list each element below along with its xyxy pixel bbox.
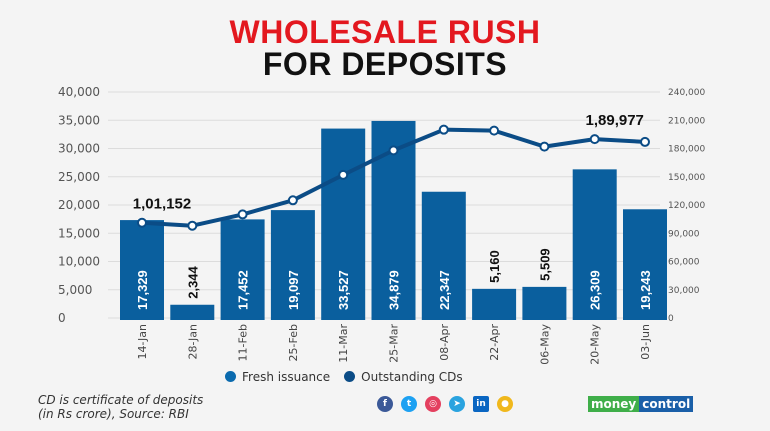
bar-value-label: 5,160 [487,250,502,283]
left-tick-label: 10,000 [58,255,100,269]
right-tick-label: 150,000 [668,173,705,183]
x-tick-label: 03-Jun [639,324,652,360]
legend: Fresh issuance Outstanding CDs [225,370,463,384]
x-tick-label: 25-Feb [287,324,300,361]
line-point [187,220,198,231]
koo-icon[interactable]: ● [497,396,513,412]
bar [572,169,617,320]
bar [270,210,315,320]
line-point [489,125,500,136]
line-point [137,217,147,228]
bar-value-label: 19,097 [286,270,301,310]
bar [120,220,164,320]
x-tick-label: 06-May [538,324,551,365]
legend-label: Fresh issuance [242,370,331,384]
left-tick-label: 5,000 [58,283,92,297]
x-tick-label: 08-Apr [438,324,451,361]
bar [321,128,366,320]
left-tick-label: 30,000 [58,142,100,156]
left-tick-label: 35,000 [58,113,100,127]
title-line-1: WHOLESALE RUSH [229,14,541,50]
brand-part-1: money [588,396,640,412]
legend-fresh-issuance: Fresh issuance [225,370,330,384]
left-tick-label: 40,000 [58,85,100,99]
legend-dot-icon [344,371,356,382]
right-tick-label: 30,000 [668,286,700,296]
left-tick-label: 20,000 [58,198,100,212]
bar [220,219,265,320]
facebook-icon[interactable]: f [377,396,393,412]
bar-value-label: 19,243 [638,270,653,310]
right-tick-label: 60,000 [668,258,700,268]
instagram-icon[interactable]: ◎ [425,396,441,412]
note-line-2: (in Rs crore), Source: RBI [38,407,189,421]
line-point [438,124,449,135]
bar-value-label: 5,509 [537,248,552,281]
source-note: CD is certificate of deposits (in Rs cro… [38,393,203,421]
line-point [338,169,349,180]
title-line-2: FOR DEPOSITS [262,46,508,82]
bar [421,191,466,320]
line-point [388,145,399,156]
right-tick-label: 0 [668,314,674,324]
x-tick-label: 11-Mar [337,324,350,363]
social-icons: f t ◎ ➤ in ● [377,396,513,412]
bar-value-label: 26,309 [588,270,603,310]
bar-value-label: 17,452 [236,270,251,310]
right-tick-label: 180,000 [668,145,705,155]
moneycontrol-logo: money control [588,396,694,412]
line-point [287,195,298,206]
left-tick-label: 25,000 [58,170,100,184]
left-tick-label: 0 [58,311,66,325]
x-tick-label: 28-Jan [186,324,199,360]
bar [170,304,215,320]
bar [522,286,567,320]
line-annotation: 1,89,977 [586,112,644,129]
bar-value-label: 22,347 [437,270,452,310]
bar [623,209,667,320]
bar-value-label: 17,329 [135,270,150,310]
line-point [237,209,248,220]
right-tick-label: 90,000 [668,229,700,239]
line-point [539,141,550,152]
bar-value-label: 33,527 [336,270,351,310]
legend-label: Outstanding CDs [361,370,463,384]
twitter-icon[interactable]: t [401,396,417,412]
x-tick-label: 14-Jan [136,324,149,360]
right-tick-label: 120,000 [668,201,705,211]
x-tick-label: 22-Apr [488,324,501,361]
linkedin-icon[interactable]: in [473,396,489,412]
x-tick-label: 20-May [589,324,602,365]
x-tick-label: 25-Mar [388,324,401,363]
telegram-icon[interactable]: ➤ [449,396,465,412]
line-point [640,136,650,147]
left-tick-label: 15,000 [58,226,100,240]
bar [472,288,517,320]
bar-value-label: 2,344 [185,265,200,298]
line-annotation: 1,01,152 [133,196,191,213]
legend-dot-icon [225,371,236,382]
line-point [589,134,600,145]
note-line-1: CD is certificate of deposits [38,393,204,407]
x-tick-label: 11-Feb [237,324,250,361]
brand-part-2: control [639,396,694,412]
legend-outstanding: Outstanding CDs [344,370,463,384]
bar-value-label: 34,879 [387,270,402,310]
right-tick-label: 240,000 [668,88,705,98]
right-tick-label: 210,000 [668,116,705,126]
